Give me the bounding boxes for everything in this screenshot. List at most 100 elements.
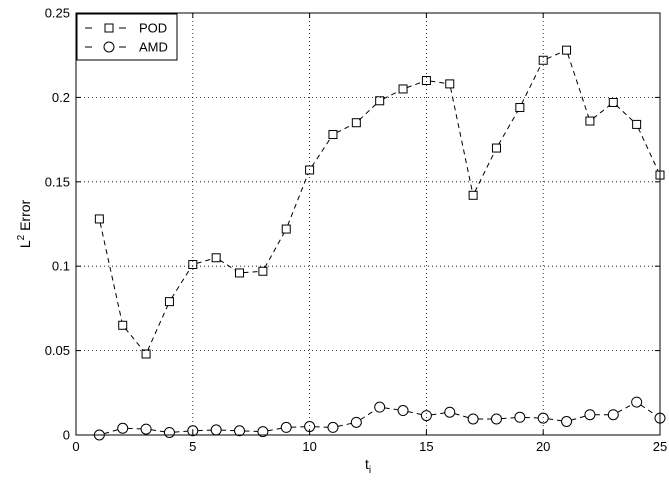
amd-marker-circle [585,410,595,420]
legend: POD AMD [77,14,177,60]
amd-marker-circle [421,411,431,421]
pod-marker-square [633,120,641,128]
pod-marker-square [259,267,267,275]
pod-line-segment [312,138,331,167]
amd-marker-circle [164,427,174,437]
pod-line-segment [593,105,610,119]
pod-line-segment [100,223,122,322]
pod-marker-square [376,97,384,105]
amd-marker-circle [491,414,501,424]
pod-line-segment [568,54,589,117]
x-tick-label: 20 [536,439,550,454]
series-pod [95,46,664,358]
amd-marker-circle [515,412,525,422]
pod-marker-square [516,104,524,112]
y-tick-label: 0 [63,428,70,443]
y-axis-label-main: L [17,240,33,248]
pod-marker-square [329,131,337,139]
amd-line-segment [268,428,282,430]
pod-marker-square [212,254,220,262]
pod-marker-square [399,85,407,93]
amd-marker-circle [118,423,128,433]
pod-marker-square [469,191,477,199]
pod-line-segment [451,88,473,192]
amd-line-segment [455,414,469,418]
amd-marker-circle [608,410,618,420]
amd-marker-circle [562,416,572,426]
pod-line-segment [148,305,168,350]
pod-line-segment [522,64,542,104]
pod-line-segment [125,328,143,350]
x-tick-label: 5 [189,439,196,454]
x-axis-label-subscript: i [369,465,371,476]
amd-marker-circle [398,406,408,416]
y-axis-label: L2 Error [16,199,33,248]
amd-marker-circle [141,424,151,434]
y-tick-label: 0.05 [45,343,70,358]
grid-layer [76,13,660,435]
pod-line-segment [638,128,658,171]
amd-line-segment [361,410,376,420]
x-tick-label: 25 [653,439,667,454]
amd-marker-circle [281,422,291,432]
pod-marker-square [492,144,500,152]
pod-line-segment [265,233,284,268]
legend-label-pod: POD [139,21,167,36]
amd-marker-circle [235,426,245,436]
x-axis-label: ti [365,456,371,476]
y-tick-label: 0.1 [52,259,70,274]
pod-line-segment [547,52,563,59]
pod-marker-square [142,350,150,358]
pod-marker-square [236,269,244,277]
amd-marker-circle [632,397,642,407]
amd-marker-circle [351,417,361,427]
pod-marker-square [119,321,127,329]
amd-marker-circle [445,407,455,417]
pod-line-segment [407,82,423,88]
pod-line-segment [337,125,353,133]
pod-line-segment [383,91,399,99]
amd-line-segment [618,404,633,412]
pod-marker-square [282,225,290,233]
y-axis-label-suffix: Error [17,199,33,234]
amd-line-segment [571,416,585,420]
series-amd [94,397,665,440]
pod-line-segment [498,111,517,145]
amd-line-segment [151,430,164,432]
pod-marker-square [563,46,571,54]
y-tick-label: 0.15 [45,174,70,189]
pod-line-segment [288,174,308,226]
y-tick-label: 0.2 [52,90,70,105]
pod-line-segment [616,105,634,121]
amd-marker-circle [328,422,338,432]
pod-line-segment [172,268,191,298]
amd-line-segment [501,418,514,419]
pod-marker-square [446,80,454,88]
amd-marker-circle [375,402,385,412]
amd-marker-circle [468,414,478,424]
x-tick-label: 15 [419,439,433,454]
pod-line-segment [430,81,445,83]
amd-line-segment [174,431,187,432]
amd-line-segment [408,412,422,415]
pod-line-segment [244,272,259,273]
pod-marker-square [609,98,617,106]
amd-marker-circle [211,425,221,435]
amd-line-segment [641,405,656,415]
amd-line-segment [385,408,398,410]
pod-marker-square [352,119,360,127]
amd-line-segment [104,430,118,434]
pod-marker-square [95,215,103,223]
pod-marker-square [586,117,594,125]
pod-line-segment [197,259,213,264]
amd-line-segment [431,413,444,415]
pod-marker-square [165,298,173,306]
amd-line-segment [548,419,561,421]
pod-line-segment [359,104,377,120]
series-layer [94,46,665,440]
amd-line-segment [338,423,352,426]
y-tick-label: 0.25 [45,6,70,21]
legend-label-amd: AMD [139,40,168,55]
